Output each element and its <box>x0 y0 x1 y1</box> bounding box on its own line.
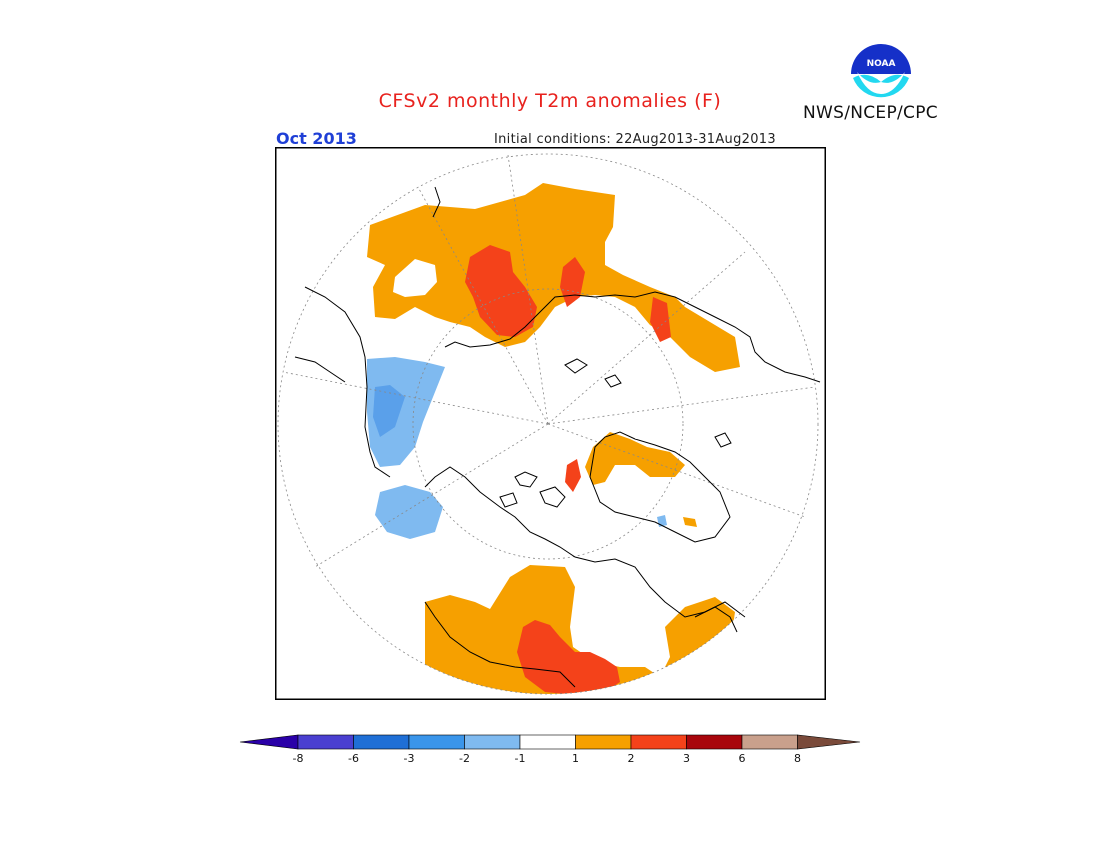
map-title: CFSv2 monthly T2m anomalies (F) <box>378 90 722 112</box>
cool-region-europe <box>367 357 445 467</box>
graticule <box>277 153 819 695</box>
initial-conditions-label: Initial conditions: 22Aug2013-31Aug2013 <box>494 132 776 147</box>
colorbar-tick-label: -1 <box>514 752 526 765</box>
colorbar-tick-label: 2 <box>627 752 635 765</box>
colorbar-tick-label: -3 <box>403 752 415 765</box>
warm-region-greenland <box>585 432 685 485</box>
colorbar-swatch <box>353 734 410 750</box>
noaa-logo: NOAA <box>850 43 912 105</box>
colorbar-swatch <box>519 734 576 750</box>
colorbar-tick-label: 8 <box>794 752 801 765</box>
colorbar-tick-label: -6 <box>348 752 359 765</box>
valid-month-label: Oct 2013 <box>276 129 357 148</box>
anomaly-shading <box>367 183 740 694</box>
warm-region-eurasia <box>367 183 740 372</box>
polar-map <box>275 147 826 700</box>
coastlines <box>294 186 821 688</box>
colorbar-swatch <box>464 734 521 750</box>
colorbar-tick-label: -2 <box>459 752 470 765</box>
red-region-north-america <box>517 620 620 694</box>
colorbar-swatch <box>630 734 687 750</box>
cool-region-atlantic <box>375 485 443 539</box>
warm-region-north-america <box>425 565 735 694</box>
agency-label: NWS/NCEP/CPC <box>803 103 938 123</box>
colorbar <box>239 734 861 750</box>
noaa-logo-text: NOAA <box>867 59 896 69</box>
colorbar-arrow-low <box>239 734 299 750</box>
colorbar-swatch <box>741 734 798 750</box>
colorbar-swatch <box>575 734 632 750</box>
colorbar-tick-label: 6 <box>738 752 746 765</box>
colorbar-swatch <box>297 734 354 750</box>
colorbar-swatch <box>408 734 465 750</box>
red-region-siberia <box>465 245 537 337</box>
colorbar-swatch <box>686 734 743 750</box>
colorbar-tick-label: -8 <box>292 752 304 765</box>
colorbar-tick-label: 1 <box>572 752 579 765</box>
colorbar-arrow-high <box>797 734 861 750</box>
colorbar-tick-label: 3 <box>683 752 690 765</box>
